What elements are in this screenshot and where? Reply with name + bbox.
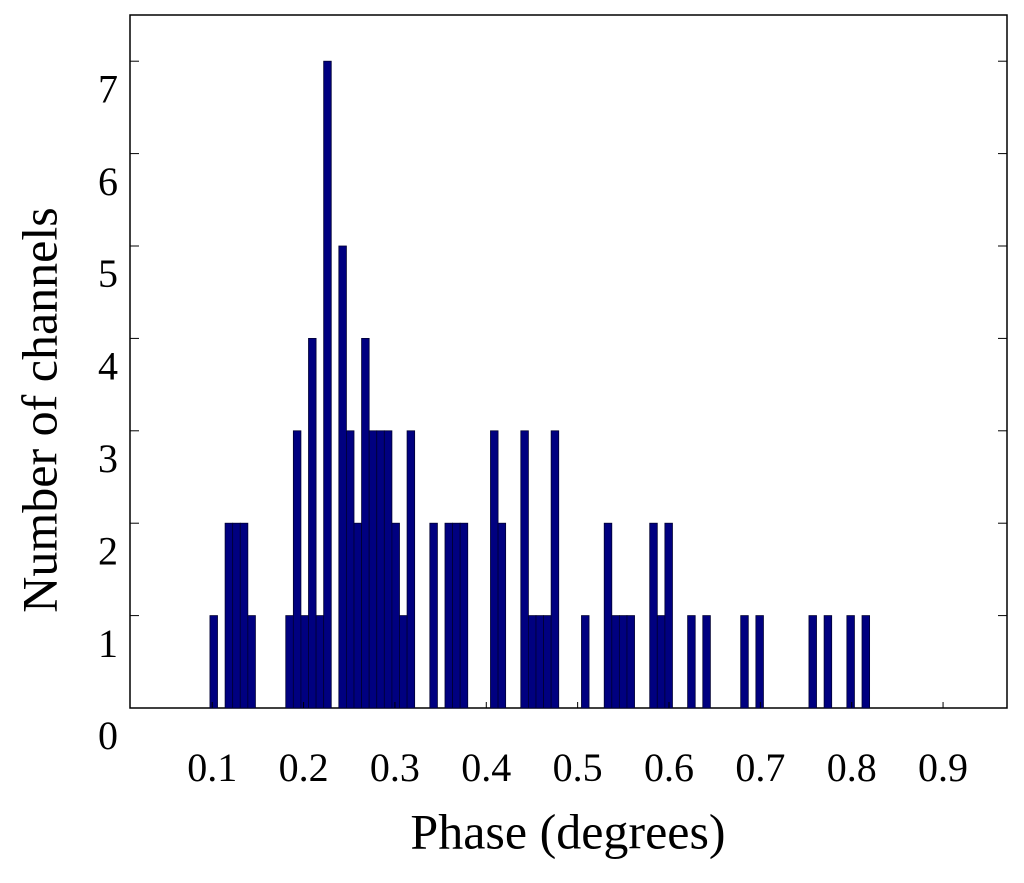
- bar: [361, 337, 370, 709]
- bar: [452, 522, 461, 709]
- x-tick-label: 0.1: [187, 745, 237, 790]
- bar: [209, 615, 218, 709]
- bar: [808, 615, 817, 709]
- bar: [353, 522, 362, 709]
- bar: [497, 522, 507, 709]
- bar: [740, 615, 749, 709]
- y-tick-label: 3: [98, 436, 118, 481]
- x-tick-label: 0.7: [735, 745, 785, 790]
- bar: [232, 522, 241, 709]
- x-tick-label: 0.5: [553, 745, 603, 790]
- bar: [224, 522, 234, 709]
- x-tick-label: 0.4: [461, 745, 511, 790]
- bar: [543, 615, 552, 709]
- bar: [550, 430, 560, 709]
- bar: [823, 615, 833, 709]
- bar: [285, 615, 294, 709]
- bar: [846, 615, 855, 709]
- bar: [702, 615, 711, 709]
- bar: [527, 615, 537, 709]
- bar: [490, 430, 499, 709]
- x-tick-label: 0.6: [644, 745, 694, 790]
- bar: [346, 430, 355, 709]
- bar: [308, 337, 317, 709]
- bar: [618, 615, 628, 709]
- x-tick-label: 0.2: [279, 745, 329, 790]
- y-tick-label: 2: [98, 528, 118, 573]
- bar: [581, 615, 590, 709]
- bar: [239, 522, 249, 709]
- bar: [861, 615, 871, 709]
- x-tick-label: 0.3: [370, 745, 420, 790]
- bar: [315, 615, 325, 709]
- bar: [406, 430, 416, 709]
- bar: [323, 60, 332, 709]
- bar: [459, 522, 469, 709]
- bar: [520, 430, 529, 709]
- bar: [626, 615, 635, 709]
- x-tick-label: 0.9: [918, 745, 968, 790]
- y-tick-label: 7: [98, 66, 118, 111]
- plot-frame: [129, 14, 1008, 709]
- bar: [687, 615, 696, 709]
- y-tick-label: 6: [98, 159, 118, 204]
- bar: [383, 430, 393, 709]
- bar: [603, 522, 613, 709]
- bar: [656, 615, 666, 709]
- bar: [611, 615, 620, 709]
- bar: [535, 615, 544, 709]
- y-tick-label: 4: [98, 344, 118, 389]
- y-tick-label: 5: [98, 251, 118, 296]
- y-tick-label: 1: [98, 621, 118, 666]
- bar: [338, 245, 347, 709]
- bar: [247, 615, 256, 709]
- bar: [376, 430, 385, 709]
- y-axis-label: Number of channels: [11, 207, 67, 612]
- bar: [755, 615, 764, 709]
- bar: [444, 522, 453, 709]
- bar: [368, 430, 378, 709]
- bar: [429, 522, 438, 709]
- x-axis-label: Phase (degrees): [410, 803, 725, 859]
- bar: [391, 522, 400, 709]
- bar: [292, 430, 302, 709]
- x-tick-label: 0.8: [827, 745, 877, 790]
- bar: [300, 615, 309, 709]
- bar: [649, 522, 658, 709]
- bar: [399, 615, 408, 709]
- y-tick-label: 0: [98, 713, 118, 758]
- bar: [664, 522, 673, 709]
